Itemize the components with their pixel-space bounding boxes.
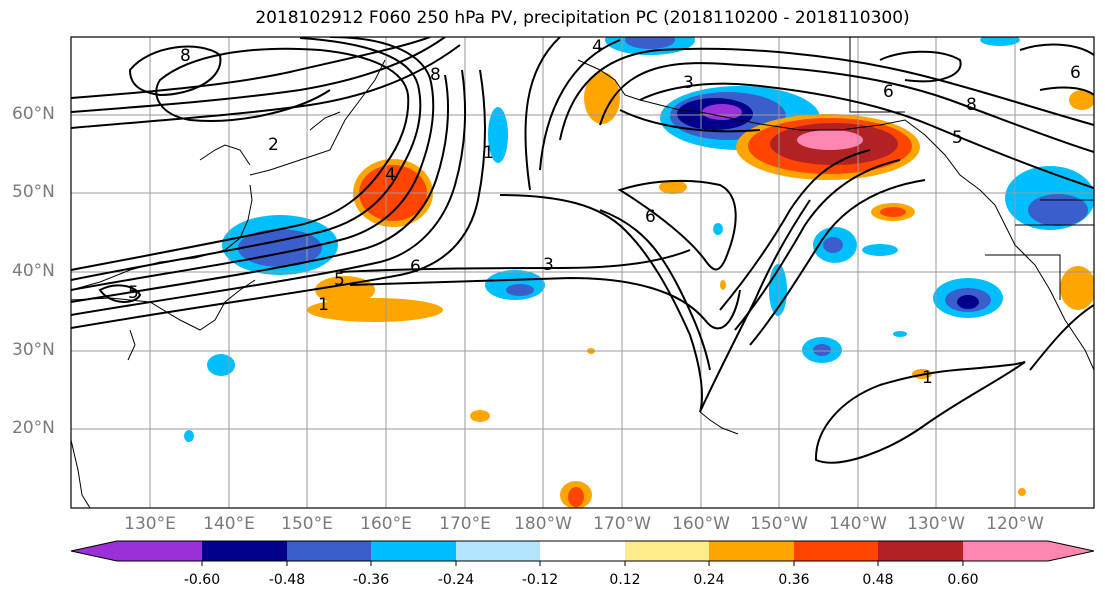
lon-label: 120°W bbox=[986, 514, 1044, 534]
lat-label: 50°N bbox=[12, 182, 55, 202]
contour-label: 5 bbox=[334, 270, 345, 290]
lon-label: 130°E bbox=[124, 514, 176, 534]
map-frame bbox=[70, 36, 1095, 509]
colorbar-cell bbox=[117, 541, 202, 561]
contour-label: 5 bbox=[128, 283, 139, 303]
lat-label: 20°N bbox=[12, 418, 55, 438]
colorbar-tick-label: 0.60 bbox=[947, 572, 979, 588]
colorbar-outline bbox=[70, 540, 1095, 562]
contour-label: 5 bbox=[952, 128, 963, 148]
colorbar-cell bbox=[71, 541, 117, 561]
lon-label: 150°E bbox=[281, 514, 333, 534]
contour-label: 6 bbox=[410, 257, 421, 277]
contour-label: 6 bbox=[1070, 63, 1081, 83]
contour-label: 1 bbox=[483, 143, 494, 163]
colorbar-cell bbox=[371, 541, 456, 561]
lon-label: 140°E bbox=[203, 514, 255, 534]
lat-label: 30°N bbox=[12, 340, 55, 360]
contour-label: 6 bbox=[645, 207, 656, 227]
pv-contours bbox=[71, 37, 1094, 464]
colorbar-tick-label: -0.60 bbox=[183, 572, 221, 588]
colorbar-cell bbox=[287, 541, 371, 561]
lon-label: 140°W bbox=[829, 514, 887, 534]
contour-label: 4 bbox=[592, 37, 603, 57]
contour-label: 4 bbox=[385, 165, 396, 185]
colorbar-cell bbox=[625, 541, 709, 561]
colorbar-tick-label: 0.24 bbox=[693, 572, 725, 588]
coastlines bbox=[71, 37, 1094, 508]
colorbar-tick-label: 0.36 bbox=[778, 572, 810, 588]
colorbar-cell bbox=[709, 541, 794, 561]
colorbar-cell bbox=[1048, 541, 1094, 561]
lon-label: 170°W bbox=[593, 514, 651, 534]
contour-label: 3 bbox=[543, 255, 554, 275]
lon-label: 170°E bbox=[439, 514, 491, 534]
contour-label: 1 bbox=[922, 368, 933, 388]
contour-label: 3 bbox=[683, 73, 694, 93]
colorbar-cell bbox=[202, 541, 287, 561]
lon-label: 160°E bbox=[360, 514, 412, 534]
colorbar-tick-label: 0.48 bbox=[862, 572, 894, 588]
lon-label: 160°W bbox=[672, 514, 730, 534]
precip-shading bbox=[184, 37, 1094, 508]
lon-label: 130°W bbox=[907, 514, 965, 534]
contour-label: 8 bbox=[966, 95, 977, 115]
colorbar-cell bbox=[878, 541, 963, 561]
lat-label: 40°N bbox=[12, 261, 55, 281]
gridlines bbox=[71, 37, 1094, 508]
contour-label: 6 bbox=[883, 82, 894, 102]
colorbar-cell bbox=[963, 541, 1048, 561]
map-title: 2018102912 F060 250 hPa PV, precipitatio… bbox=[255, 8, 910, 28]
lon-label: 180°W bbox=[514, 514, 572, 534]
contour-label: 8 bbox=[430, 65, 441, 85]
contour-label: 8 bbox=[180, 46, 191, 66]
contour-label: 1 bbox=[318, 295, 329, 315]
colorbar-tick-label: -0.24 bbox=[437, 572, 475, 588]
lat-label: 60°N bbox=[12, 104, 55, 124]
colorbar-cell bbox=[456, 541, 540, 561]
colorbar-cell bbox=[794, 541, 878, 561]
colorbar bbox=[70, 540, 1095, 566]
lon-label: 150°W bbox=[750, 514, 808, 534]
colorbar-tick-label: 0.12 bbox=[609, 572, 641, 588]
contour-label: 2 bbox=[268, 135, 279, 155]
colorbar-tick-label: -0.48 bbox=[268, 572, 306, 588]
colorbar-tick-label: -0.36 bbox=[352, 572, 390, 588]
colorbar-cell bbox=[540, 541, 625, 561]
colorbar-tick-label: -0.12 bbox=[521, 572, 559, 588]
